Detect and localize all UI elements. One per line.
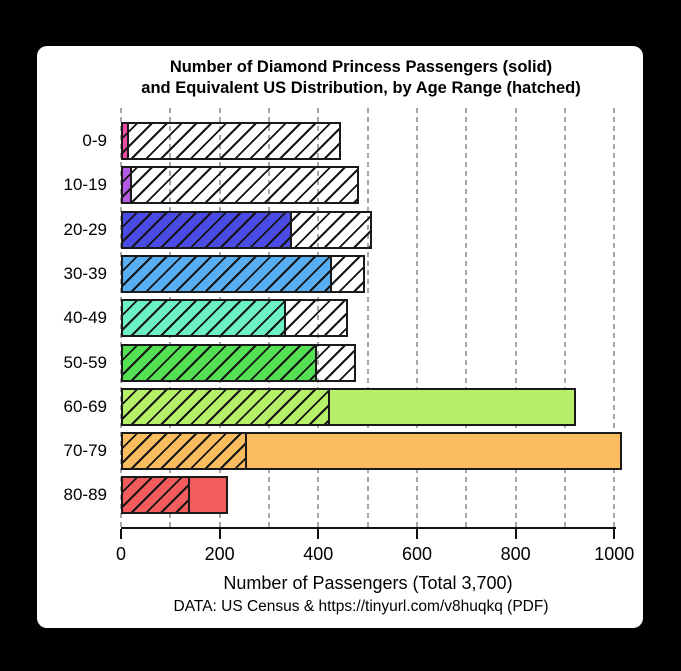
age-range-label: 40-49	[63, 308, 107, 328]
bar-row	[121, 210, 643, 249]
x-tick	[415, 529, 418, 539]
x-tick-label: 800	[500, 544, 531, 564]
chart-title-block: Number of Diamond Princess Passengers (s…	[101, 57, 621, 99]
hatched-bar	[121, 432, 248, 471]
grid-line	[415, 108, 418, 527]
x-tick-label: 1000	[594, 544, 635, 564]
x-axis-line	[121, 527, 617, 529]
hatched-bar	[121, 210, 372, 249]
grid-line	[514, 108, 517, 527]
grid-line	[563, 108, 566, 527]
hatched-bar	[121, 166, 360, 205]
hatched-bar	[121, 387, 331, 426]
bar-row	[121, 387, 643, 426]
age-range-label: 50-59	[63, 352, 107, 372]
x-tick	[514, 529, 517, 539]
bar-row	[121, 166, 643, 205]
age-range-label: 60-69	[63, 396, 107, 416]
bar-row	[121, 432, 643, 471]
hatched-bar	[121, 476, 190, 515]
age-range-label: 30-39	[63, 263, 107, 283]
grid-line	[465, 108, 468, 527]
hatched-bar	[121, 343, 357, 382]
x-tick	[218, 529, 221, 539]
x-axis-title: Number of Passengers (Total 3,700)	[223, 573, 513, 593]
chart-panel: Number of Diamond Princess Passengers (s…	[37, 46, 643, 628]
bar-row	[121, 476, 643, 515]
bar-row	[121, 254, 643, 293]
age-range-label: 0-9	[82, 131, 107, 150]
chart-subtitle: and Equivalent US Distribution, by Age R…	[141, 79, 581, 97]
x-tick-label: 200	[204, 544, 235, 564]
grid-line	[366, 108, 369, 527]
hatched-bar	[121, 299, 349, 338]
bar-row	[121, 122, 643, 160]
x-tick-label: 400	[303, 544, 334, 564]
chart-title: Number of Diamond Princess Passengers (s…	[169, 58, 553, 76]
bar-row	[121, 299, 643, 338]
x-tick-label: 0	[115, 544, 127, 564]
x-tick	[613, 529, 616, 539]
grid-line	[613, 108, 616, 527]
plot-area: Number of Diamond Princess Passengers (s…	[37, 46, 643, 628]
x-tick	[317, 529, 320, 539]
hatched-bar	[121, 122, 341, 160]
age-range-label: 20-29	[63, 219, 107, 239]
age-range-label: 10-19	[63, 175, 107, 195]
data-source-caption: DATA: US Census & https://tinyurl.com/v8…	[173, 598, 549, 615]
bar-row	[121, 343, 643, 382]
hatched-bar	[121, 254, 365, 293]
x-tick	[120, 529, 122, 539]
age-range-label: 70-79	[63, 441, 107, 461]
age-range-label: 80-89	[63, 485, 107, 505]
x-tick-label: 600	[401, 544, 432, 564]
